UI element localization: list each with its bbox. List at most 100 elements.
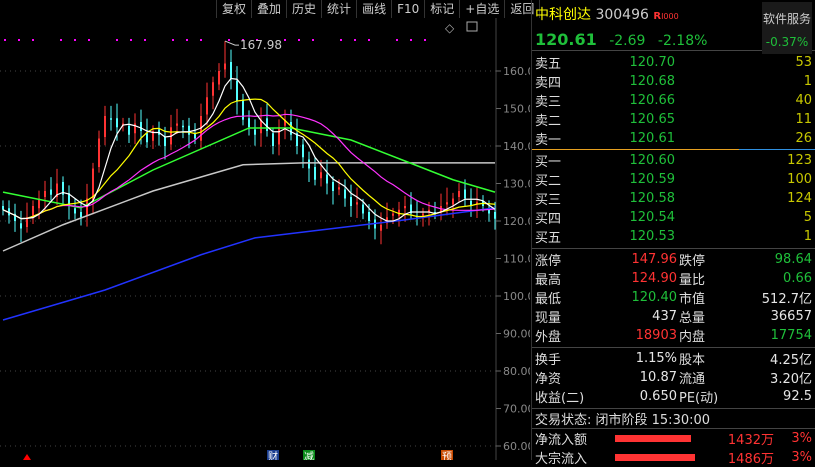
asks-row[interactable]: 卖二 120.65 11 [532, 110, 815, 129]
y-tick-label: 110.00 [503, 253, 530, 266]
flow-label: 净流入额 [535, 433, 588, 448]
candle-body [434, 212, 436, 214]
kline-chart[interactable]: 160.00 150.00 140.00 130.00 120.00 110.00 100.… [0, 18, 530, 460]
bids-row[interactable]: 买五 120.53 1 [532, 227, 815, 246]
candle-body [8, 208, 10, 216]
signal-dot [410, 39, 412, 41]
candle-body [212, 82, 214, 96]
ma20-line [2, 113, 496, 220]
level-price: 120.61 [629, 131, 676, 146]
candle-body [176, 123, 178, 126]
stat-value: 512.7亿 [761, 292, 812, 307]
candle-body [218, 71, 220, 85]
candle-body [428, 209, 430, 212]
candle-body [404, 206, 406, 209]
candle-body [254, 129, 256, 135]
stats-block-2: 换手 1.15% 股本 4.25亿 净资 10.87 流通 3.20亿 收益(二) 0.650 PE… [532, 347, 815, 406]
asks-row[interactable]: 卖一 120.61 26 [532, 129, 815, 148]
bids-row[interactable]: 买一 120.60 123 [532, 151, 815, 170]
candle-body [50, 189, 52, 195]
signal-dot [368, 39, 370, 41]
signal-dot [242, 39, 244, 41]
candle-body [494, 212, 496, 219]
candle-body [2, 206, 4, 210]
candle-body [152, 131, 154, 141]
stat-value: 3.20亿 [770, 372, 812, 387]
candle-body [14, 213, 16, 221]
candle-body [464, 189, 466, 199]
toolbar-button-0[interactable]: 复权 [217, 0, 253, 18]
toolbar-button-2[interactable]: 历史 [287, 0, 323, 18]
panel-toggle-icon[interactable] [466, 21, 478, 32]
candle-body [80, 212, 82, 218]
max-marker [224, 40, 239, 46]
candle-body [230, 62, 232, 79]
quote-panel: 中科创达 300496 RI000 120.61 -2.69 -2.18% 软件… [531, 0, 815, 467]
event-marker[interactable] [23, 454, 31, 460]
level-volume: 53 [795, 55, 812, 70]
sector-box[interactable]: 软件服务 -0.37% [762, 2, 812, 54]
stat-value: 437 [652, 309, 677, 324]
candle-body [314, 167, 316, 180]
candle-body [446, 202, 448, 205]
candle-body [476, 202, 478, 205]
price-change: -2.69 [609, 33, 646, 49]
candle-body [392, 213, 394, 216]
candle-body [458, 191, 460, 197]
bids-row[interactable]: 买二 120.59 100 [532, 170, 815, 189]
stat-value: 0.66 [783, 271, 812, 286]
diamond-icon[interactable]: ◇ [445, 21, 455, 35]
signal-dot [32, 39, 34, 41]
signal-dot [74, 39, 76, 41]
signal-dot [200, 39, 202, 41]
flow-pct: 3% [791, 431, 812, 446]
toolbar-button-1[interactable]: 叠加 [252, 0, 288, 18]
bids-row[interactable]: 买四 120.54 5 [532, 208, 815, 227]
candle-body [326, 174, 328, 184]
event-marker[interactable] [303, 450, 315, 460]
toolbar-button-6[interactable]: 标记 [425, 0, 461, 18]
candle-body [398, 209, 400, 216]
signal-dot [256, 39, 258, 41]
stat-label: 市值 [679, 292, 706, 307]
stock-name: 中科创达 [535, 7, 591, 23]
toolbar-button-7[interactable]: +自选 [460, 0, 506, 18]
candle-body [104, 116, 106, 137]
y-tick-label: 90.00 [503, 328, 530, 341]
event-marker[interactable] [441, 450, 453, 460]
stat-label: 最低 [535, 292, 562, 307]
candle-body [188, 125, 190, 135]
candle-body [296, 133, 298, 146]
candle-body [488, 208, 490, 214]
bids-row[interactable]: 买三 120.58 124 [532, 189, 815, 208]
toolbar-button-3[interactable]: 统计 [322, 0, 358, 18]
flow-amount: 1486万 [727, 452, 774, 467]
flow-label: 大宗流入 [535, 452, 588, 467]
stat-label: 换手 [535, 353, 562, 368]
level-label: 卖二 [535, 114, 562, 129]
candle-body [278, 127, 280, 145]
stat-value: 1.15% [635, 351, 677, 366]
candle-body [134, 123, 136, 134]
asks-row[interactable]: 卖五 120.70 53 [532, 53, 815, 72]
sector-pct: -0.37% [765, 35, 809, 49]
asks-row[interactable]: 卖四 120.68 1 [532, 72, 815, 91]
candle-body [74, 208, 76, 214]
candle-body [266, 118, 268, 131]
asks-row[interactable]: 卖三 120.66 40 [532, 91, 815, 110]
toolbar-button-5[interactable]: F10 [392, 0, 426, 18]
stat-value: 0.650 [639, 389, 677, 404]
candle-body [284, 119, 286, 126]
event-marker[interactable] [267, 450, 279, 460]
fund-flows: 净流入额 1432万 3% 大宗流入 1486万 3% [532, 428, 815, 467]
level-label: 买二 [535, 174, 562, 189]
stat-value: 18903 [635, 328, 677, 343]
signal-dot [60, 39, 62, 41]
candle-body [356, 202, 358, 205]
candle-body [68, 193, 70, 206]
toolbar-button-8[interactable]: 返回 [505, 0, 541, 18]
ask-book: 卖五 120.70 53 卖四 120.68 1 卖三 120.66 40 卖二 120.65 11 卖… [532, 50, 815, 148]
candle-body [146, 133, 148, 143]
toolbar-button-4[interactable]: 画线 [357, 0, 393, 18]
signal-dot [340, 39, 342, 41]
